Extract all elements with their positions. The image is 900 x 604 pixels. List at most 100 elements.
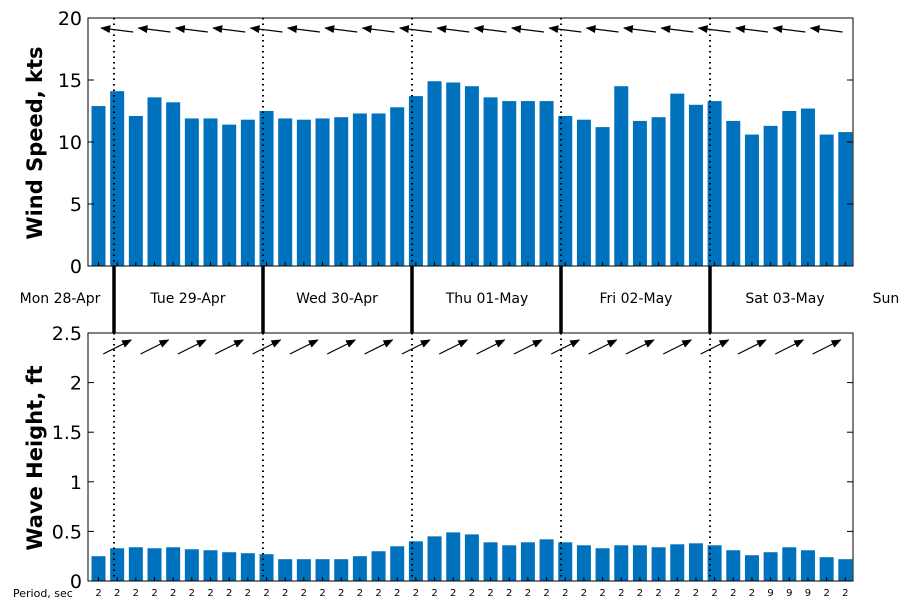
period-value: 2 [319,588,325,599]
wave-y-tick-label: 2 [70,373,82,395]
period-value: 9 [805,588,811,599]
wind-bar [334,117,349,266]
wave-bar [819,557,834,581]
period-value: 2 [823,588,829,599]
wave-direction-arrow [177,339,207,355]
wave-y-tick-label: 2.5 [52,323,82,345]
wave-bar [763,552,778,581]
wind-direction-arrow [473,25,507,34]
wave-bar [240,553,255,581]
wind-bar [315,118,330,266]
period-value: 2 [170,588,176,599]
period-value: 9 [786,588,792,599]
day-label: Sat 03-May [745,291,824,307]
wind-bar [707,101,722,266]
period-value: 2 [637,588,643,599]
period-value: 9 [767,588,773,599]
wind-bar [352,113,367,266]
wave-bar [502,545,517,581]
period-value: 2 [842,588,848,599]
wave-direction-arrow [476,339,506,355]
wind-bar [595,127,610,267]
period-value: 2 [506,588,512,599]
period-label: Period, sec [13,587,73,600]
wind-bar [688,104,703,266]
wind-bar [502,101,517,266]
wave-direction-arrow [401,339,431,355]
wave-bar [296,559,311,581]
day-label: Sun [873,291,900,307]
wave-bar [539,539,554,581]
wind-bar [483,97,498,266]
wind-direction-arrow [697,25,731,34]
wave-bar [595,548,610,581]
period-value: 2 [450,588,456,599]
wave-bar [128,547,143,581]
wave-bar [222,552,237,581]
wind-bar [670,93,685,266]
wave-direction-arrow [700,339,730,355]
wave-bar [632,545,647,581]
wind-bar [408,96,423,267]
wave-bar [558,542,573,581]
wind-bar [726,120,741,266]
wind-direction-arrow [361,25,395,34]
wind-y-axis-label: Wind Speed, kts [23,46,47,239]
wave-direction-arrow [812,339,842,355]
wave-bar [184,549,199,581]
wave-bar [334,559,349,581]
wave-direction-arrow [550,339,581,355]
wind-direction-arrow [137,25,171,34]
wind-direction-arrow [249,25,283,34]
wind-bar [427,81,442,267]
wave-bar [576,545,591,581]
period-value: 2 [226,588,232,599]
day-label: Mon 28-Apr [20,291,101,307]
wave-direction-arrow [364,339,394,355]
period-value: 2 [655,588,661,599]
period-value: 2 [263,588,269,599]
period-value: 2 [282,588,288,599]
wind-bar [819,134,834,266]
wave-bar [670,544,685,581]
period-value: 2 [711,588,717,599]
wind-direction-arrow [174,25,208,34]
period-value: 2 [375,588,381,599]
wind-bar [632,120,647,266]
period-value: 2 [151,588,157,599]
wind-direction-arrow [622,25,657,34]
wave-direction-arrow [775,339,805,355]
wind-bar [110,91,125,266]
wind-bar [558,115,573,267]
period-value: 2 [469,588,475,599]
period-value: 2 [413,588,419,599]
wave-bar [259,554,274,581]
period-value: 2 [581,588,587,599]
wind-direction-arrow [548,25,582,34]
wave-bar [483,542,498,581]
wind-bar [222,124,237,266]
wave-y-tick-label: 0 [70,571,82,593]
wave-bar [278,559,293,581]
period-value: 2 [674,588,680,599]
wave-bar [614,545,629,581]
wind-bar [446,82,461,266]
period-value: 2 [114,588,120,599]
period-value: 2 [730,588,736,599]
wave-bar [352,556,367,581]
wave-axes-frame [87,332,854,582]
period-value: 2 [394,588,400,599]
wave-direction-arrow [102,339,133,355]
wind-bar [203,118,218,266]
period-value: 2 [562,588,568,599]
wind-bar [91,106,106,266]
wave-direction-arrow [513,339,543,355]
period-value: 2 [487,588,493,599]
wave-y-tick-label: 0.5 [52,521,82,543]
wave-bar [315,559,330,581]
wind-bar [539,101,554,266]
wind-bar [576,119,591,267]
wave-y-tick-label: 1 [70,472,82,494]
wind-bar [744,134,759,266]
